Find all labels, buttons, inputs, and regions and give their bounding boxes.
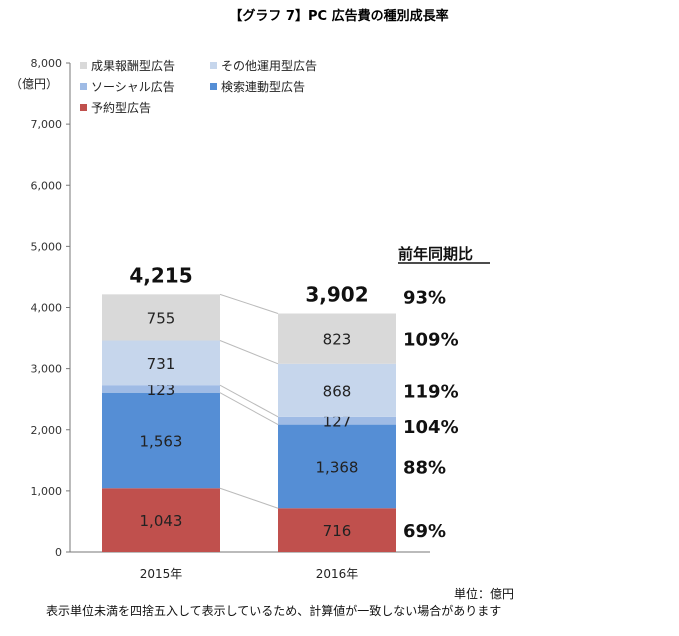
total-yoy-label: 93%	[403, 287, 446, 308]
bar-segment	[102, 488, 220, 552]
x-tick-label: 2015年	[140, 567, 183, 581]
segment-yoy-label: 69%	[403, 521, 446, 542]
legend-label: 予約型広告	[91, 100, 151, 115]
segment-yoy-label: 104%	[403, 417, 459, 438]
x-tick-label: 2016年	[316, 567, 359, 581]
bar-total-label: 4,215	[129, 263, 192, 287]
segment-value-label: 716	[323, 522, 352, 540]
bar-segment	[278, 363, 396, 417]
chart-title: 【グラフ 7】PC 広告費の種別成長率	[229, 8, 448, 24]
y-tick-label: 0	[55, 546, 62, 559]
legend-swatch	[210, 83, 217, 90]
legend-swatch	[210, 62, 217, 69]
segment-value-label: 1,368	[316, 458, 359, 476]
y-tick-label: 3,000	[31, 363, 63, 376]
yoy-header: 前年同期比	[398, 245, 473, 263]
legend-label: 成果報酬型広告	[91, 59, 175, 73]
legend-swatch	[80, 83, 87, 90]
bar-segment	[102, 294, 220, 341]
connector-line	[219, 293, 279, 314]
bar-segment	[278, 508, 396, 552]
bar-segment	[278, 416, 396, 425]
bars-layer: 1,043 1,563 123 731 755 4,215 716 69% 1,368 88% 12…	[102, 263, 459, 552]
y-tick-label: 8,000	[31, 57, 63, 70]
segment-yoy-label: 88%	[403, 457, 446, 478]
y-tick-label: 2,000	[31, 424, 63, 437]
legend-label: その他運用型広告	[221, 59, 317, 73]
segment-value-label: 1,563	[140, 432, 183, 450]
connector-line	[219, 340, 279, 365]
footnote: 表示単位未満を四捨五入して表示しているため、計算値が一致しない場合があります	[46, 603, 501, 618]
segment-value-label: 868	[323, 382, 352, 400]
connector-line	[219, 384, 279, 418]
bar-segment	[102, 392, 220, 489]
bar-segment	[102, 340, 220, 386]
y-tick-label: 1,000	[31, 485, 63, 498]
segment-value-label: 127	[323, 413, 352, 431]
bar-segment	[102, 385, 220, 393]
y-tick-label: 5,000	[31, 240, 63, 253]
y-tick-label: 6,000	[31, 179, 63, 192]
connector-line	[219, 392, 279, 426]
legend-label: 検索連動型広告	[221, 80, 305, 94]
segment-yoy-label: 109%	[403, 330, 459, 351]
legend-label: ソーシャル広告	[91, 80, 175, 94]
bar-segment	[278, 313, 396, 364]
legend-swatch	[80, 62, 87, 69]
y-axis-label: （億円）	[10, 77, 58, 91]
axis-layer: 0 1,000 2,000 3,000 4,000 5,000 6,000 7,000 8,00…	[31, 57, 430, 581]
segment-value-label: 123	[147, 381, 176, 399]
segment-value-label: 731	[147, 355, 176, 373]
segment-value-label: 1,043	[140, 512, 183, 530]
bar-segment	[278, 424, 396, 509]
legend-swatch	[80, 104, 87, 111]
segment-value-label: 755	[147, 309, 176, 327]
connector-line	[219, 487, 279, 509]
y-tick-label: 7,000	[31, 118, 63, 131]
segment-value-label: 823	[323, 331, 352, 349]
bar-total-label: 3,902	[305, 282, 368, 306]
segment-yoy-label: 119%	[403, 381, 459, 402]
y-tick-label: 4,000	[31, 302, 63, 315]
unit-note: 単位：億円	[454, 586, 514, 601]
